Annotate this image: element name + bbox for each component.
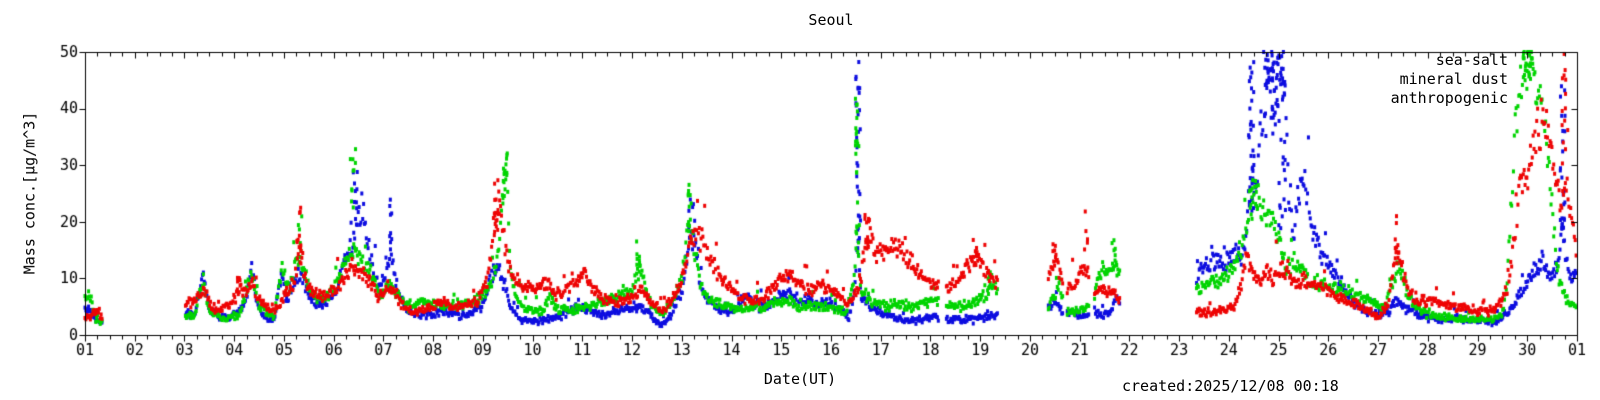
y-axis-title: Mass conc.[µg/m^3] <box>20 111 39 275</box>
legend-item-anthropogenic: anthropogenic <box>1390 89 1508 107</box>
legend-item-sea-salt: sea-salt <box>1435 51 1508 69</box>
legend: sea-salt mineral dust anthropogenic <box>1391 51 1508 108</box>
legend-item-mineral-dust: mineral dust <box>1399 70 1508 88</box>
chart-title: Seoul <box>808 11 854 29</box>
created-timestamp: created:2025/12/08 00:18 <box>1122 377 1339 395</box>
x-axis-title: Date(UT) <box>763 370 837 388</box>
